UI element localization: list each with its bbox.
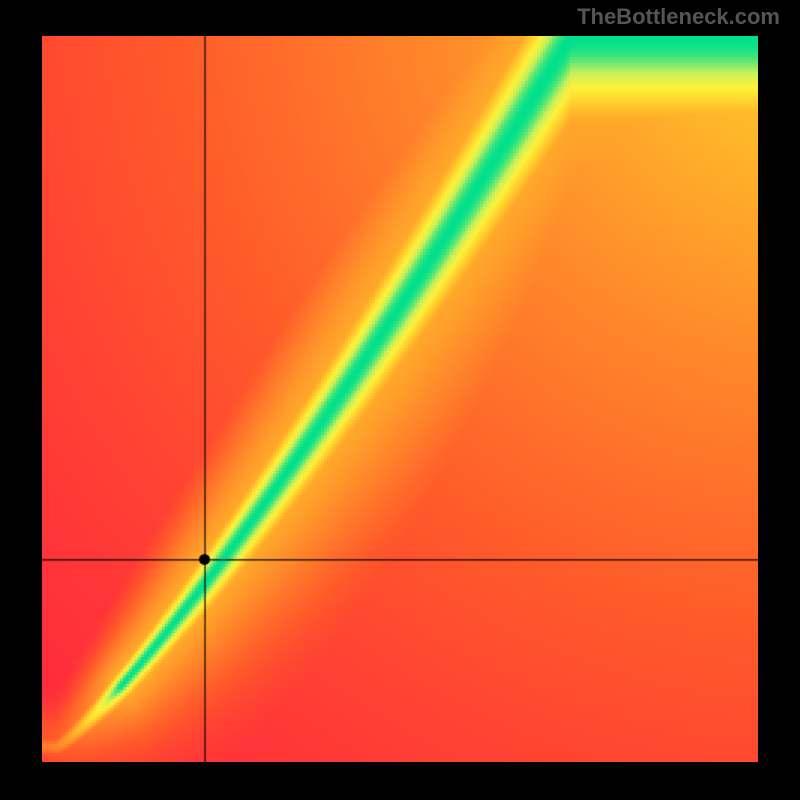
bottleneck-heatmap: [42, 36, 758, 762]
attribution-label: TheBottleneck.com: [577, 4, 780, 30]
chart-container: TheBottleneck.com: [0, 0, 800, 800]
